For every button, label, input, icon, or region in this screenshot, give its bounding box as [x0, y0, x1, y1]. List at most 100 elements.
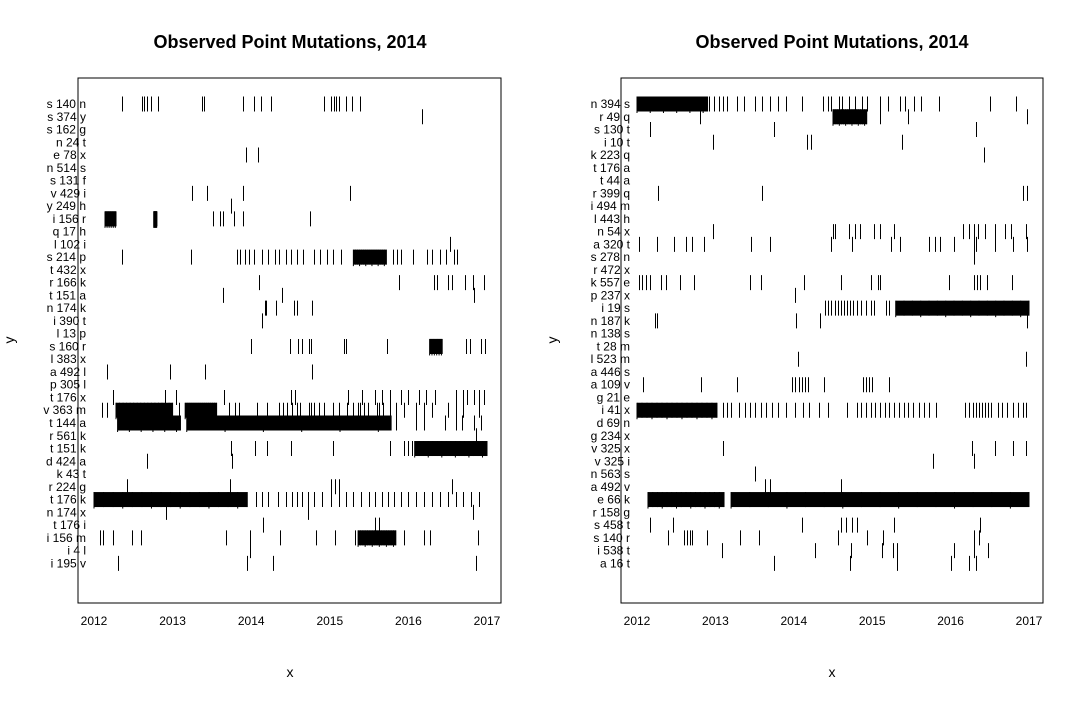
- chart-title: Observed Point Mutations, 2014: [695, 32, 968, 52]
- series-row: k 557 e: [591, 275, 1013, 291]
- series-row: s 374 y: [47, 109, 423, 125]
- series-row: s 214 p: [47, 249, 458, 267]
- y-tick-label: a 446 s: [591, 365, 630, 379]
- series-row: v 325 x: [591, 441, 1027, 457]
- x-tick-label: 2017: [1016, 614, 1043, 628]
- y-tick-label: i 41 x: [601, 403, 630, 417]
- y-tick-label: s 374 y: [47, 110, 86, 124]
- y-tick-label: v 325 x: [591, 442, 630, 456]
- series-row: a 492 v: [591, 479, 842, 495]
- series-row: t 176 a: [593, 161, 630, 175]
- x-tick-label: 2016: [395, 614, 422, 628]
- y-tick-label: n 514 s: [47, 161, 86, 175]
- series-row: r 158 g: [593, 505, 630, 519]
- series-row: p 305 l: [50, 378, 86, 392]
- y-tick-label: i 19 s: [601, 301, 630, 315]
- y-tick-label: k 43 t: [57, 467, 87, 481]
- series-row: i 41 x: [601, 402, 1027, 420]
- series-row: n 514 s: [47, 161, 86, 175]
- x-axis-label: x: [829, 664, 836, 680]
- series-row: l 383 x: [51, 352, 86, 366]
- y-tick-label: n 174 x: [47, 505, 86, 519]
- series-row: t 432 x: [50, 263, 86, 277]
- series-row: d 424 a: [46, 453, 233, 469]
- series-row: n 563 s: [591, 466, 756, 482]
- y-tick-label: n 138 s: [591, 327, 630, 341]
- series-row: k 43 t: [57, 467, 87, 481]
- series-row: i 195 v: [51, 555, 477, 571]
- series-row: s 458 t: [594, 517, 981, 533]
- y-tick-label: n 174 k: [47, 301, 87, 315]
- y-tick-label: i 156 r: [53, 212, 86, 226]
- series-row: r 166 k: [49, 275, 485, 291]
- y-tick-label: l 523 m: [591, 352, 630, 366]
- series-row: n 394 s: [591, 96, 1017, 113]
- series-row: s 162 g: [47, 123, 86, 137]
- plot-frame: [620, 77, 1044, 604]
- y-tick-label: d 69 n: [597, 416, 630, 430]
- y-tick-label: n 54 x: [597, 225, 630, 239]
- y-tick-label: n 563 s: [591, 467, 630, 481]
- series-row: a 16 t: [600, 555, 977, 571]
- y-tick-label: n 394 s: [591, 97, 630, 111]
- series-row: n 24 t: [56, 135, 87, 149]
- y-tick-label: t 28 m: [597, 339, 630, 353]
- series-row: t 44 a: [600, 174, 630, 188]
- series-row: n 54 x: [597, 224, 1027, 240]
- y-tick-label: r 49 q: [599, 110, 630, 124]
- series-row: r 49 q: [599, 109, 1028, 126]
- x-tick-label: 2014: [780, 614, 807, 628]
- x-tick-label: 2013: [159, 614, 186, 628]
- y-tick-label: l 13 p: [57, 327, 87, 341]
- y-tick-label: s 162 g: [47, 123, 86, 137]
- y-tick-label: s 140 r: [593, 531, 630, 545]
- y-tick-label: i 390 t: [53, 314, 86, 328]
- y-tick-label: s 140 n: [47, 97, 86, 111]
- y-tick-label: t 176 i: [53, 518, 86, 532]
- series-row: e 78 x: [53, 147, 259, 163]
- y-tick-label: i 538 t: [597, 544, 630, 558]
- y-tick-label: s 160 r: [49, 339, 86, 353]
- y-tick-label: s 214 p: [47, 250, 87, 264]
- series-row: r 224 g: [49, 479, 453, 495]
- series-row: v 429 i: [51, 185, 351, 201]
- y-tick-label: t 151 a: [49, 288, 86, 302]
- x-tick-label: 2013: [702, 614, 729, 628]
- x-tick-label: 2015: [316, 614, 343, 628]
- series-row: p 237 x: [591, 287, 796, 303]
- y-tick-label: r 399 q: [593, 186, 630, 200]
- y-tick-label: i 494 m: [591, 199, 630, 213]
- y-tick-label: k 557 e: [591, 276, 631, 290]
- series-row: n 187 k: [591, 313, 1028, 329]
- y-tick-label: s 130 t: [594, 123, 631, 137]
- x-tick-label: 2016: [937, 614, 964, 628]
- y-tick-label: t 176 x: [50, 390, 86, 404]
- y-tick-label: n 187 k: [591, 314, 631, 328]
- y-tick-label: t 176 a: [593, 161, 630, 175]
- y-tick-label: a 109 v: [591, 378, 630, 392]
- series-row: q 17 h: [53, 225, 86, 239]
- series-row: l 102 i: [54, 236, 451, 252]
- series-row: k 223 q: [591, 147, 985, 163]
- y-tick-label: v 363 m: [43, 403, 86, 417]
- y-tick-label: e 78 x: [53, 148, 86, 162]
- series-row: g 21 e: [597, 390, 631, 404]
- series-row: t 151 k: [50, 441, 488, 458]
- y-tick-label: i 10 t: [604, 135, 631, 149]
- series-row: i 19 s: [601, 300, 1030, 318]
- series-row: i 494 m: [591, 199, 630, 213]
- series-row: g 234 x: [591, 429, 630, 443]
- y-tick-label: t 176 k: [50, 493, 87, 507]
- series-row: t 176 x: [50, 389, 485, 405]
- y-tick-label: g 234 x: [591, 429, 630, 443]
- series-row: s 278 n: [591, 249, 975, 265]
- y-tick-label: e 66 k: [597, 493, 631, 507]
- series-row: n 138 s: [591, 327, 630, 341]
- series-row: r 472 x: [593, 263, 630, 277]
- series-row: l 443 h: [594, 212, 630, 226]
- y-tick-label: t 144 a: [49, 416, 86, 430]
- y-tick-label: p 237 x: [591, 288, 630, 302]
- series-row: l 523 m: [591, 351, 1027, 367]
- y-tick-label: s 278 n: [591, 250, 630, 264]
